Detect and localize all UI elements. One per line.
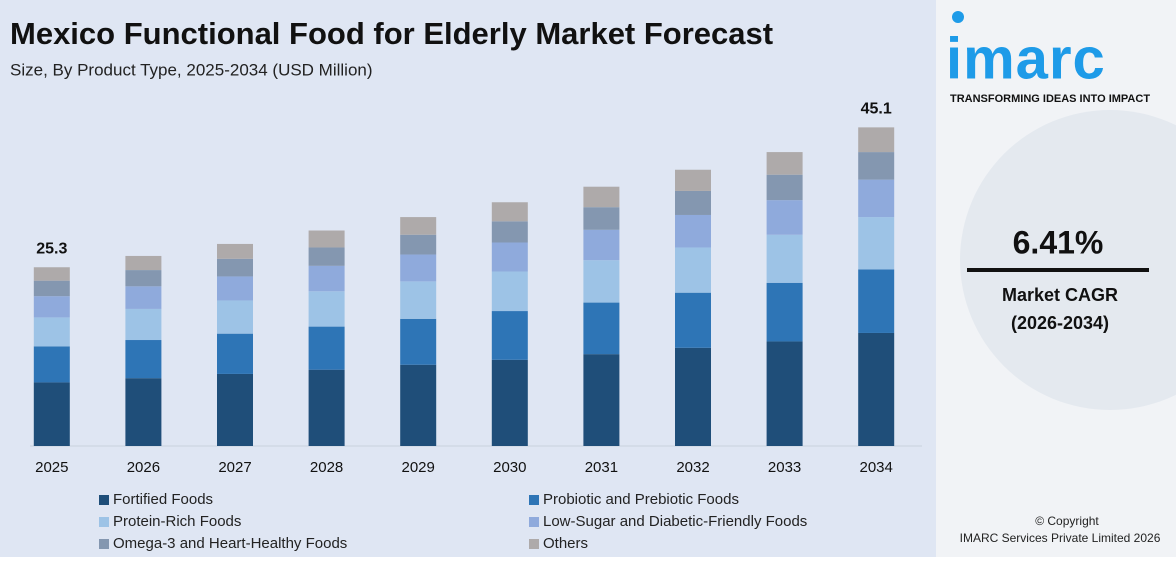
bar-segment [858, 152, 895, 180]
x-tick-label: 2027 [218, 459, 251, 476]
bar-segment [491, 271, 528, 312]
bar-segment [125, 340, 162, 379]
bar-segment [400, 234, 437, 255]
bar-segment [400, 318, 437, 365]
cagr-label: Market CAGR [1002, 285, 1118, 305]
bar-segment [217, 333, 253, 374]
bar-segment [33, 267, 70, 281]
x-tick-label: 2032 [676, 459, 709, 476]
x-tick-label: 2026 [127, 459, 160, 476]
cagr-period: (2026-2034) [1011, 313, 1109, 333]
bar-segment [400, 364, 437, 446]
decor [960, 110, 1176, 410]
cagr-value: 6.41% [1013, 224, 1104, 260]
bar-segment [217, 300, 253, 334]
logo: imarc [946, 26, 1106, 91]
bar-segment [858, 269, 895, 333]
bar-segment [583, 302, 620, 355]
bar-segment [217, 373, 253, 446]
bar-segment [858, 127, 895, 153]
bar-segment [491, 359, 528, 446]
bar-segment [308, 291, 345, 327]
legend-label: Probiotic and Prebiotic Foods [543, 491, 739, 508]
chart-subtitle: Size, By Product Type, 2025-2034 (USD Mi… [10, 60, 373, 79]
bar-segment [675, 247, 711, 293]
legend-swatch [99, 517, 109, 527]
tagline: TRANSFORMING IDEAS INTO IMPACT [950, 93, 1150, 105]
bar-segment [308, 326, 345, 370]
bar-segment [675, 190, 711, 215]
bar-segment [491, 202, 528, 222]
legend-swatch [529, 495, 539, 505]
bar-segment [33, 382, 70, 446]
bar-segment [33, 346, 70, 383]
bar-segment [400, 217, 437, 235]
copyright: © Copyright [1035, 514, 1099, 528]
bar-segment [308, 369, 345, 446]
bar-segment [766, 200, 803, 235]
bar-segment [400, 254, 437, 282]
bar-segment [583, 354, 620, 446]
bar-segment [675, 169, 711, 191]
x-tick-label: 2033 [768, 459, 801, 476]
total-label: 25.3 [36, 240, 67, 257]
bar-segment [583, 207, 620, 230]
bar-segment [675, 347, 711, 446]
bar-segment [125, 270, 162, 287]
x-tick-label: 2028 [310, 459, 343, 476]
total-label: 45.1 [861, 101, 892, 118]
bar-segment [766, 152, 803, 175]
bar-segment [217, 243, 253, 259]
bar-segment [125, 378, 162, 446]
bar-segment [766, 282, 803, 342]
bar-segment [217, 276, 253, 301]
bar-segment [217, 258, 253, 277]
bar-segment [766, 174, 803, 201]
logo-dot [952, 11, 964, 23]
chart-title: Mexico Functional Food for Elderly Marke… [10, 16, 773, 51]
x-tick-label: 2025 [35, 459, 68, 476]
bar-segment [308, 247, 345, 266]
bar-segment [125, 255, 162, 271]
bar-segment [491, 242, 528, 272]
legend-swatch [99, 495, 109, 505]
bar-segment [308, 230, 345, 248]
bar-segment [858, 332, 895, 446]
bar-segment [400, 281, 437, 319]
bar-segment [491, 221, 528, 243]
legend-swatch [529, 517, 539, 527]
x-tick-label: 2031 [585, 459, 618, 476]
bar-segment [491, 311, 528, 360]
company: IMARC Services Private Limited 2026 [960, 531, 1161, 545]
legend-label: Protein-Rich Foods [113, 513, 241, 530]
bar-segment [583, 186, 620, 208]
legend-swatch [529, 539, 539, 549]
bar-segment [675, 214, 711, 248]
legend-label: Low-Sugar and Diabetic-Friendly Foods [543, 513, 807, 530]
legend-label: Fortified Foods [113, 491, 213, 508]
bar-segment [583, 229, 620, 261]
legend-label: Others [543, 535, 588, 552]
bar-segment [33, 296, 70, 318]
bar-segment [858, 179, 895, 218]
bar-segment [766, 234, 803, 283]
bar-segment [308, 265, 345, 292]
bar-segment [125, 286, 162, 309]
bar-segment [675, 292, 711, 348]
legend-swatch [99, 539, 109, 549]
bar-segment [583, 260, 620, 303]
bar-segment [33, 280, 70, 297]
bar-segment [858, 217, 895, 270]
legend-label: Omega-3 and Heart-Healthy Foods [113, 535, 347, 552]
x-tick-label: 2030 [493, 459, 526, 476]
bar-segment [125, 308, 162, 341]
x-tick-label: 2034 [860, 459, 893, 476]
cagr-rule [967, 268, 1149, 272]
bar-segment [33, 317, 70, 347]
x-tick-label: 2029 [402, 459, 435, 476]
bar-segment [766, 341, 803, 446]
